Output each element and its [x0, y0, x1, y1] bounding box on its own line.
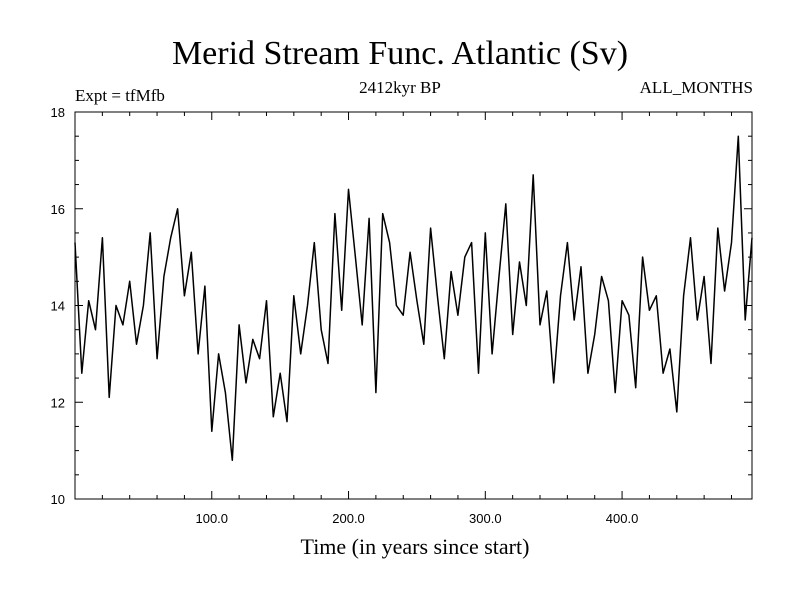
- chart-subtitle: 2412kyr BP: [359, 78, 441, 97]
- x-tick-label: 400.0: [606, 511, 639, 526]
- x-tick-label: 300.0: [469, 511, 502, 526]
- y-tick-label: 16: [51, 202, 65, 217]
- x-axis-label: Time (in years since start): [300, 534, 530, 559]
- x-tick-label: 200.0: [332, 511, 365, 526]
- tick-labels: 10 12 14 16 18 100.0 200.0 300.0 400.0: [51, 105, 639, 526]
- y-tick-label: 12: [51, 395, 65, 410]
- series-layer: [74, 135, 753, 462]
- series-line: [74, 135, 753, 462]
- axis-ticks: [75, 111, 752, 500]
- y-tick-label: 14: [51, 299, 65, 314]
- chart-title: Merid Stream Func. Atlantic (Sv): [171, 35, 629, 72]
- experiment-label: Expt = tfMfb: [75, 86, 165, 105]
- x-tick-label: 100.0: [195, 511, 228, 526]
- y-tick-label: 10: [51, 492, 65, 507]
- months-label: ALL_MONTHS: [639, 78, 753, 97]
- y-tick-label: 18: [51, 105, 65, 120]
- plot-frame: [74, 111, 753, 500]
